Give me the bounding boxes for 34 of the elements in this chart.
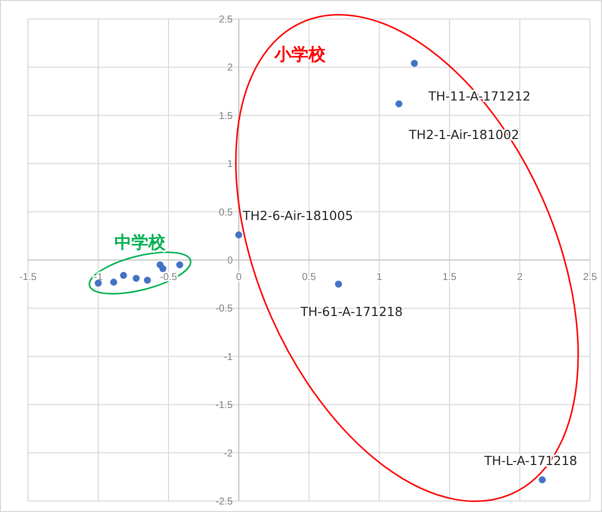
y-tick-label: -0.5 — [216, 304, 234, 315]
point — [110, 278, 118, 286]
point — [132, 274, 140, 282]
x-tick-label: 0 — [236, 272, 242, 283]
y-tick-label: 2 — [227, 62, 234, 74]
annotation: TH2-6-Air-181005 — [242, 208, 354, 223]
x-tick-label: 1.5 — [442, 272, 457, 283]
point — [144, 276, 151, 284]
x-tick-label: -1 — [94, 272, 104, 283]
point — [176, 261, 184, 268]
y-tick-label: -1 — [224, 352, 234, 363]
y-tick-label: 1.5 — [218, 110, 234, 122]
x-tick-label: 0.5 — [302, 272, 316, 283]
x-tick-label: 2.5 — [583, 272, 598, 283]
y-tick-label: -1.5 — [216, 400, 234, 412]
point — [120, 272, 128, 279]
point — [335, 280, 342, 288]
point — [235, 231, 242, 238]
point — [159, 265, 166, 272]
y-tick-label: 2.5 — [218, 14, 234, 26]
point — [410, 60, 418, 67]
y-tick-label: 0.5 — [218, 207, 234, 218]
x-tick-label: -1.5 — [19, 272, 38, 283]
point — [395, 100, 402, 108]
y-tick-label: -2.5 — [216, 496, 234, 508]
point — [94, 280, 102, 287]
y-tick-label: -2 — [224, 448, 234, 460]
point — [538, 476, 546, 484]
annotation: 小学校 — [274, 45, 326, 65]
annotation: 中学校 — [114, 233, 166, 253]
x-tick-label: 2 — [516, 272, 523, 283]
x-tick-label: 1 — [376, 272, 382, 283]
y-tick-label: 1 — [227, 159, 234, 170]
annotation: TH-61-A-171218 — [300, 304, 403, 320]
